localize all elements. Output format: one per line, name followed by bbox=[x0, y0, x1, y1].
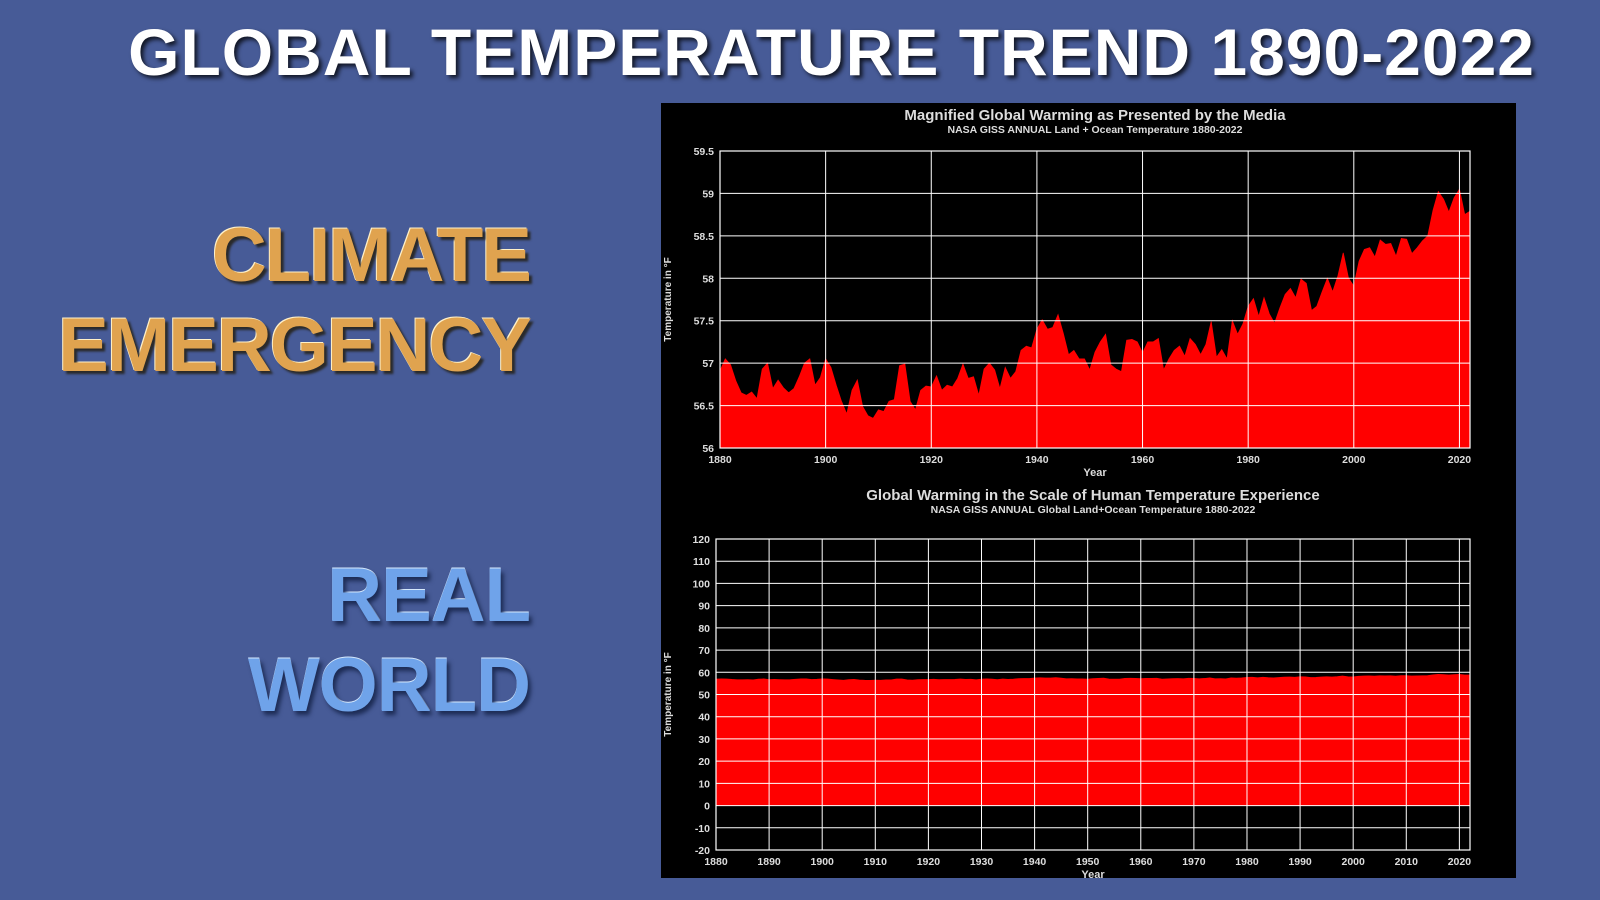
temperature-area-series bbox=[715, 673, 1471, 806]
y-tick-label: 100 bbox=[692, 578, 710, 590]
y-tick-label: 58.5 bbox=[694, 231, 715, 243]
real-label: REAL bbox=[327, 553, 531, 638]
y-tick-label: 110 bbox=[693, 556, 710, 568]
y-tick-label: -20 bbox=[695, 845, 710, 857]
y-tick-label: 20 bbox=[698, 756, 710, 768]
x-tick-label: 1950 bbox=[1076, 856, 1100, 868]
y-tick-label: 50 bbox=[698, 690, 710, 702]
x-tick-label: 1930 bbox=[970, 856, 994, 868]
x-tick-label: 1940 bbox=[1025, 454, 1049, 466]
x-tick-label: 1900 bbox=[811, 856, 835, 868]
x-tick-label: 2020 bbox=[1448, 454, 1472, 466]
y-tick-label: 70 bbox=[698, 645, 710, 657]
y-tick-label: 57 bbox=[702, 358, 714, 370]
x-tick-label: 1960 bbox=[1131, 454, 1155, 466]
plot-frame bbox=[719, 150, 1471, 449]
y-axis-label: Temperature in °F bbox=[663, 257, 674, 341]
x-tick-label: 1940 bbox=[1023, 856, 1047, 868]
y-tick-label: 58 bbox=[702, 273, 714, 285]
chart-subtitle: NASA GISS ANNUAL Land + Ocean Temperatur… bbox=[948, 124, 1243, 136]
x-tick-label: 2010 bbox=[1395, 856, 1419, 868]
temperature-area-series bbox=[719, 188, 1471, 449]
y-tick-label: 40 bbox=[698, 712, 710, 724]
y-tick-label: 60 bbox=[698, 667, 710, 679]
x-tick-label: 1980 bbox=[1236, 454, 1260, 466]
chart-subtitle: NASA GISS ANNUAL Global Land+Ocean Tempe… bbox=[931, 504, 1256, 516]
x-tick-label: 1880 bbox=[704, 856, 728, 868]
x-axis-label: Year bbox=[1081, 869, 1105, 878]
chart-title: Global Warming in the Scale of Human Tem… bbox=[866, 487, 1319, 504]
y-axis-label: Temperature in °F bbox=[663, 652, 674, 736]
y-tick-label: 56 bbox=[702, 443, 714, 455]
emergency-label: EMERGENCY bbox=[58, 303, 532, 388]
page-title: GLOBAL TEMPERATURE TREND 1890-2022 bbox=[128, 15, 1535, 89]
x-tick-label: 1880 bbox=[708, 454, 732, 466]
y-tick-label: 30 bbox=[698, 734, 710, 746]
chart-2: Global Warming in the Scale of Human Tem… bbox=[663, 487, 1471, 878]
x-tick-label: 2000 bbox=[1342, 856, 1366, 868]
x-tick-label: 1980 bbox=[1235, 856, 1259, 868]
y-tick-label: 57.5 bbox=[694, 316, 715, 328]
x-tick-label: 2020 bbox=[1448, 856, 1472, 868]
y-tick-label: 59 bbox=[702, 188, 714, 200]
climate-label: CLIMATE bbox=[211, 213, 532, 298]
y-tick-label: 80 bbox=[698, 623, 710, 635]
y-tick-label: 120 bbox=[692, 534, 710, 546]
world-label: WORLD bbox=[247, 643, 531, 728]
y-tick-label: 90 bbox=[698, 601, 710, 613]
y-tick-label: -10 bbox=[695, 823, 710, 835]
chart-title: Magnified Global Warming as Presented by… bbox=[904, 107, 1286, 124]
x-tick-label: 1970 bbox=[1182, 856, 1206, 868]
x-tick-label: 2000 bbox=[1342, 454, 1366, 466]
x-tick-label: 1890 bbox=[757, 856, 781, 868]
x-tick-label: 1900 bbox=[814, 454, 838, 466]
x-tick-label: 1960 bbox=[1129, 856, 1153, 868]
y-tick-label: 59.5 bbox=[694, 146, 715, 158]
x-tick-label: 1920 bbox=[920, 454, 944, 466]
x-tick-label: 1910 bbox=[864, 856, 888, 868]
x-tick-label: 1920 bbox=[917, 856, 941, 868]
chart-1: Magnified Global Warming as Presented by… bbox=[663, 107, 1471, 479]
x-axis-label: Year bbox=[1083, 467, 1107, 479]
plot-frame bbox=[715, 538, 1471, 851]
charts-panel: Magnified Global Warming as Presented by… bbox=[661, 103, 1516, 878]
x-tick-label: 1990 bbox=[1288, 856, 1312, 868]
charts-svg: Magnified Global Warming as Presented by… bbox=[663, 107, 1471, 878]
y-tick-label: 10 bbox=[698, 778, 710, 790]
y-tick-label: 56.5 bbox=[694, 401, 715, 413]
y-tick-label: 0 bbox=[704, 801, 710, 813]
